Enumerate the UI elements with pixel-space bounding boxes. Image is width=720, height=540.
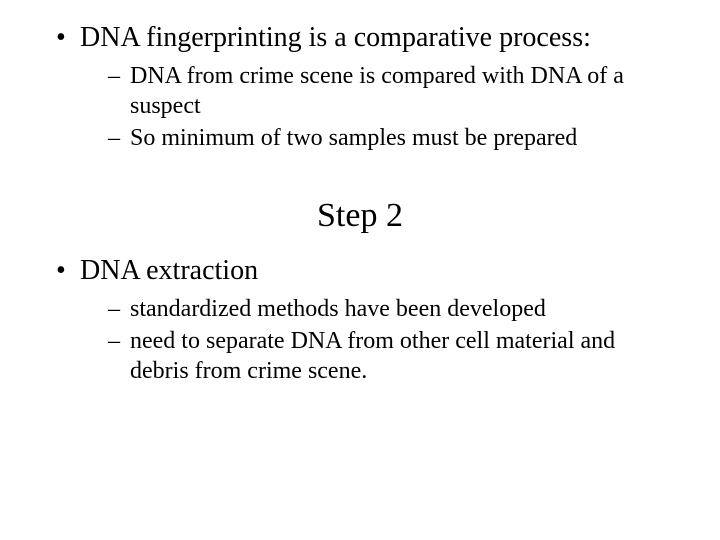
section-heading: Step 2: [50, 197, 670, 235]
sub-bullet-item: So minimum of two samples must be prepar…: [108, 123, 670, 153]
slide: DNA fingerprinting is a comparative proc…: [0, 0, 720, 540]
sub-bullet-item: need to separate DNA from other cell mat…: [108, 326, 670, 386]
sub-bullet-list: DNA from crime scene is compared with DN…: [80, 61, 670, 153]
bullet-text: DNA extraction: [80, 255, 258, 286]
bullet-list-2: DNA extraction standardized methods have…: [50, 253, 670, 386]
sub-bullet-item: standardized methods have been developed: [108, 294, 670, 324]
sub-bullet-list: standardized methods have been developed…: [80, 294, 670, 386]
bullet-item: DNA fingerprinting is a comparative proc…: [50, 20, 670, 153]
bullet-list-1: DNA fingerprinting is a comparative proc…: [50, 20, 670, 153]
sub-bullet-text: So minimum of two samples must be prepar…: [130, 125, 577, 151]
sub-bullet-item: DNA from crime scene is compared with DN…: [108, 61, 670, 121]
sub-bullet-text: standardized methods have been developed: [130, 296, 546, 322]
bullet-item: DNA extraction standardized methods have…: [50, 253, 670, 386]
sub-bullet-text: need to separate DNA from other cell mat…: [130, 328, 615, 384]
bullet-text: DNA fingerprinting is a comparative proc…: [80, 22, 591, 53]
sub-bullet-text: DNA from crime scene is compared with DN…: [130, 63, 624, 119]
